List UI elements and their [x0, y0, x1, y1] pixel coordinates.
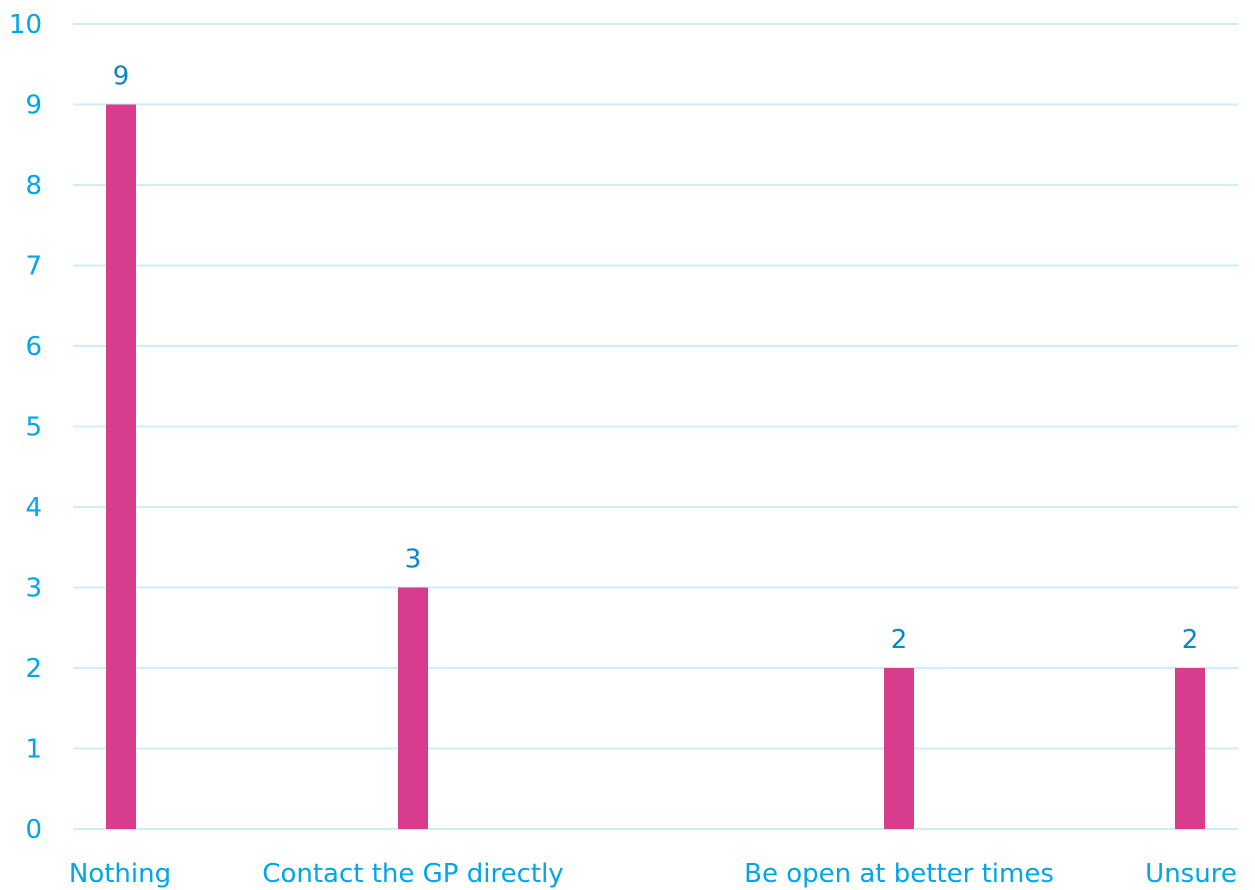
bars — [106, 105, 1205, 830]
x-tick-label: Nothing — [69, 859, 171, 889]
y-tick-label: 6 — [25, 332, 42, 362]
y-tick-label: 1 — [25, 735, 42, 765]
bar-unsure — [1175, 668, 1205, 829]
bar-be-open-at-better-times — [884, 668, 914, 829]
data-labels: 9 3 2 2 — [113, 62, 1199, 656]
bar-nothing — [106, 105, 136, 830]
y-tick-label: 5 — [25, 413, 42, 443]
data-label: 2 — [891, 625, 908, 655]
gridlines — [73, 24, 1238, 829]
y-tick-label: 10 — [9, 10, 42, 40]
y-tick-label: 8 — [25, 171, 42, 201]
x-axis: Nothing Contact the GP directly Be open at… — [69, 859, 1237, 889]
data-label: 2 — [1182, 625, 1199, 655]
y-tick-label: 2 — [25, 654, 42, 684]
y-tick-label: 0 — [25, 815, 42, 845]
data-label: 9 — [113, 62, 130, 92]
data-label: 3 — [405, 545, 422, 575]
y-tick-label: 9 — [25, 91, 42, 121]
y-tick-label: 3 — [25, 574, 42, 604]
x-tick-label: Be open at better times — [744, 859, 1054, 889]
y-axis: 0 1 2 3 4 5 6 7 8 9 10 — [9, 10, 42, 845]
bar-contact-the-gp-directly — [398, 588, 428, 830]
y-tick-label: 7 — [25, 252, 42, 282]
x-tick-label: Unsure — [1145, 859, 1237, 889]
x-tick-label: Contact the GP directly — [262, 859, 563, 889]
y-tick-label: 4 — [25, 493, 42, 523]
